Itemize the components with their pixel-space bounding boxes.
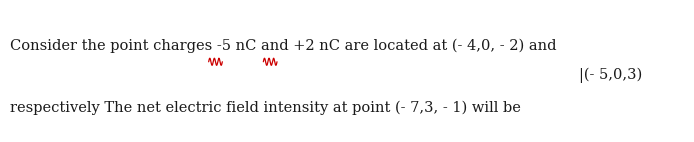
Text: |(- 5,0,3): |(- 5,0,3) xyxy=(579,68,643,83)
Text: Consider the point charges -5 nC and +2 nC are located at (- 4,0, - 2) and: Consider the point charges -5 nC and +2 … xyxy=(10,38,557,53)
Text: respectively The net electric field intensity at point (- 7,3, - 1) will be: respectively The net electric field inte… xyxy=(10,101,521,115)
